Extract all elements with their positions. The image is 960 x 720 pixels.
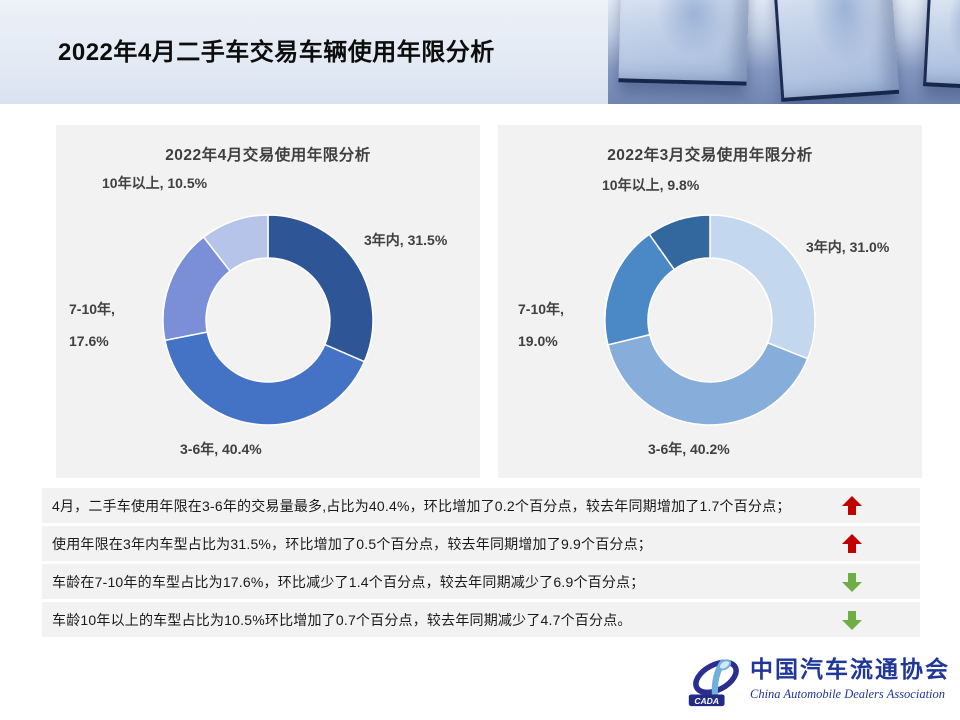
donut-chart-april	[162, 214, 374, 426]
cube-icon	[618, 0, 750, 86]
donut-segment-10年以上	[648, 214, 711, 271]
trend-up-arrow-icon	[842, 495, 862, 516]
chart-label-7to10: 7-10年, 17.6%	[69, 301, 115, 349]
finding-text: 4月，二手车使用年限在3-6年的交易量最多,占比为40.4%，环比增加了0.2个…	[52, 497, 791, 514]
chart-label-7to10: 7-10年, 19.0%	[518, 301, 564, 349]
donut-segment-3-6年	[607, 333, 809, 426]
chart-label-under3: 3年内, 31.0%	[806, 239, 890, 255]
donut-segment-10年以上	[202, 214, 269, 273]
trend-down-arrow-icon	[842, 572, 862, 592]
chart-label-over10: 10年以上, 10.5%	[102, 175, 208, 191]
finding-row: 使用年限在3年内车型占比为31.5%，环比增加了0.5个百分点，较去年同期增加了…	[42, 526, 920, 561]
donut-segment-3年内	[709, 214, 816, 360]
donut-segment-3-6年	[164, 331, 366, 426]
findings-list: 4月，二手车使用年限在3-6年的交易量最多,占比为40.4%，环比增加了0.2个…	[42, 488, 920, 640]
chart-label-under3: 3年内, 31.5%	[364, 232, 448, 248]
logo-name-cn: 中国汽车流通协会	[750, 657, 950, 682]
chart-panel-april: 2022年4月交易使用年限分析 10年以上, 10.5% 3年内, 31.5% …	[56, 125, 480, 478]
logo-text: 中国汽车流通协会 China Automobile Dealers Associ…	[750, 650, 950, 716]
chart-title: 2022年3月交易使用年限分析	[607, 147, 813, 164]
chart-label-3to6: 3-6年, 40.4%	[180, 441, 262, 457]
finding-row: 车龄在7-10年的车型占比为17.6%，环比减少了1.4个百分点，较去年同期减少…	[42, 564, 920, 599]
finding-row: 4月，二手车使用年限在3-6年的交易量最多,占比为40.4%，环比增加了0.2个…	[42, 488, 920, 523]
svg-text:CADA: CADA	[694, 696, 719, 706]
finding-text: 车龄10年以上的车型占比为10.5%环比增加了0.7个百分点，较去年同期减少了4…	[52, 611, 632, 628]
trend-up-arrow-icon	[842, 533, 862, 554]
cada-logo: CADA 中国汽车流通协会 China Automobile Dealers A…	[688, 650, 950, 716]
finding-text: 使用年限在3年内车型占比为31.5%，环比增加了0.5个百分点，较去年同期增加了…	[52, 535, 653, 552]
page-title: 2022年4月二手车交易车辆使用年限分析	[58, 39, 495, 66]
chart-title: 2022年4月交易使用年限分析	[165, 147, 371, 164]
donut-chart-march	[604, 214, 816, 426]
donut-segment-3年内	[267, 214, 374, 363]
cubes-photo	[608, 0, 960, 104]
chart-panel-march: 2022年3月交易使用年限分析 10年以上, 9.8% 3年内, 31.0% 7…	[498, 125, 922, 478]
trend-down-arrow-icon	[842, 610, 862, 630]
cube-icon	[770, 0, 900, 102]
finding-row: 车龄10年以上的车型占比为10.5%环比增加了0.7个百分点，较去年同期减少了4…	[42, 602, 920, 637]
finding-text: 车龄在7-10年的车型占比为17.6%，环比减少了1.4个百分点，较去年同期减少…	[52, 573, 645, 590]
cube-icon	[923, 0, 960, 90]
cada-emblem-icon: CADA	[688, 659, 739, 707]
header: 2022年4月二手车交易车辆使用年限分析	[0, 0, 960, 104]
chart-label-over10: 10年以上, 9.8%	[602, 177, 700, 193]
logo-name-en: China Automobile Dealers Association	[750, 687, 946, 701]
chart-label-3to6: 3-6年, 40.2%	[648, 441, 730, 457]
